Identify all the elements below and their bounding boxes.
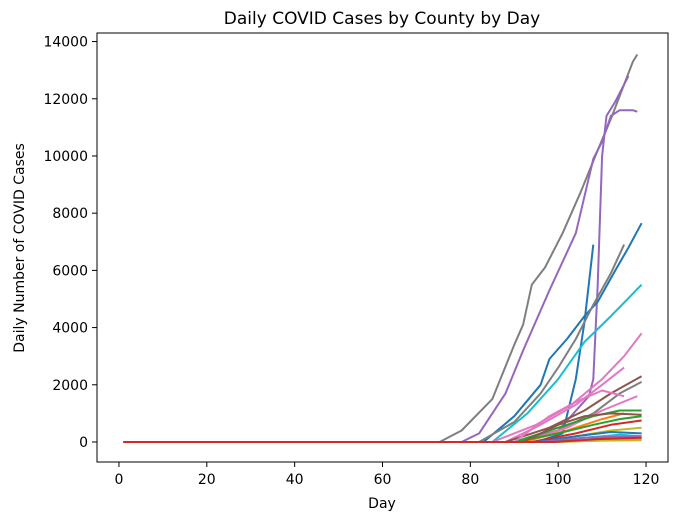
y-tick-label: 4000: [52, 321, 88, 337]
axes-layer: 0 20 40 60 80 100 120 0 2000 4000 6000 8000 10000 120…: [43, 32, 669, 488]
series-line-4: [123, 222, 643, 443]
x-tick-label: 120: [633, 472, 660, 488]
series-line-2: [123, 109, 638, 443]
y-tick-label: 8000: [52, 206, 88, 222]
x-tick-label: 100: [545, 472, 572, 488]
series-layer: [123, 53, 643, 443]
x-tick-label: 80: [461, 472, 479, 488]
series-line-1: [123, 53, 639, 443]
x-tick-label: 20: [198, 472, 216, 488]
y-tick-label: 10000: [43, 149, 88, 165]
x-tick-label: 40: [286, 472, 304, 488]
y-tick-label: 2000: [52, 378, 88, 394]
y-tick-label: 6000: [52, 263, 88, 279]
x-tick-label: 0: [115, 472, 124, 488]
series-line-25: [123, 436, 642, 443]
y-tick-label: 14000: [43, 35, 88, 51]
y-tick-label: 12000: [43, 92, 88, 108]
x-axis-label: Day: [368, 496, 396, 512]
y-tick-label: 0: [79, 435, 88, 451]
chart-title: Daily COVID Cases by County by Day: [224, 9, 540, 29]
x-tick-label: 60: [374, 472, 392, 488]
y-axis-label: Daily Number of COVID Cases: [12, 143, 28, 353]
series-line-6: [123, 244, 626, 443]
